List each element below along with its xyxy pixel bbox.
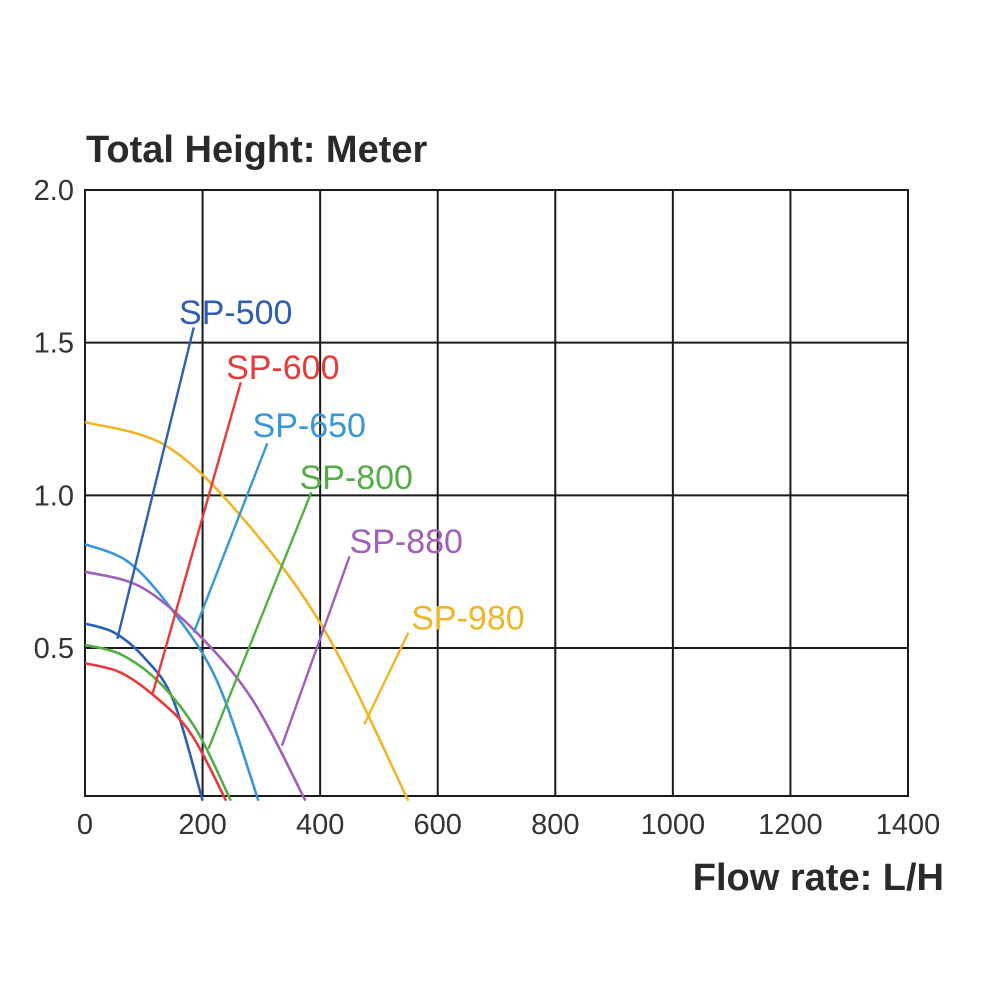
curve-sp-880: [84, 570, 307, 802]
series-label-sp-500: SP-500: [179, 294, 292, 332]
x-tick-label: 1400: [876, 809, 941, 841]
y-axis-title: Total Height: Meter: [86, 129, 428, 171]
leader-sp-500: [116, 327, 195, 640]
leader-sp-980: [363, 632, 410, 725]
x-axis-title: Flow rate: L/H: [693, 857, 944, 899]
tick-layer: 0 200 400 600 800 1000 1200 1400 0.5 1.0 1.5 2.0: [34, 175, 941, 841]
series-label-sp-880: SP-880: [350, 523, 463, 561]
y-tick-label: 2.0: [34, 175, 74, 207]
x-tick-label: 200: [178, 809, 226, 841]
leader-sp-800: [207, 491, 313, 750]
x-tick-label: 800: [531, 809, 579, 841]
curve-sp-600: [84, 662, 228, 802]
series-label-sp-650: SP-650: [253, 407, 366, 445]
leader-sp-880: [280, 555, 351, 747]
x-tick-label: 1000: [641, 809, 706, 841]
curve-sp-650: [84, 542, 260, 802]
x-tick-label: 1200: [758, 809, 823, 841]
x-tick-label: 600: [414, 809, 462, 841]
leader-sp-600: [151, 382, 242, 695]
series-label-sp-600: SP-600: [226, 349, 339, 387]
series-label-sp-800: SP-800: [300, 459, 413, 497]
leader-layer: [116, 327, 410, 750]
series-label-sp-980: SP-980: [411, 599, 524, 637]
y-tick-label: 1.5: [34, 328, 74, 360]
curve-layer: [84, 420, 410, 802]
curve-sp-800: [84, 643, 232, 802]
leader-sp-650: [192, 442, 269, 634]
x-tick-label: 400: [296, 809, 344, 841]
x-tick-label: 0: [77, 809, 93, 841]
y-tick-label: 1.0: [34, 480, 74, 512]
series-label-layer: SP-500 SP-600 SP-650 SP-800 SP-880 SP-980: [179, 294, 525, 637]
curve-sp-500: [84, 622, 204, 802]
y-tick-label: 0.5: [34, 633, 74, 665]
curve-sp-980: [84, 420, 410, 802]
plot-frame: [84, 189, 909, 797]
